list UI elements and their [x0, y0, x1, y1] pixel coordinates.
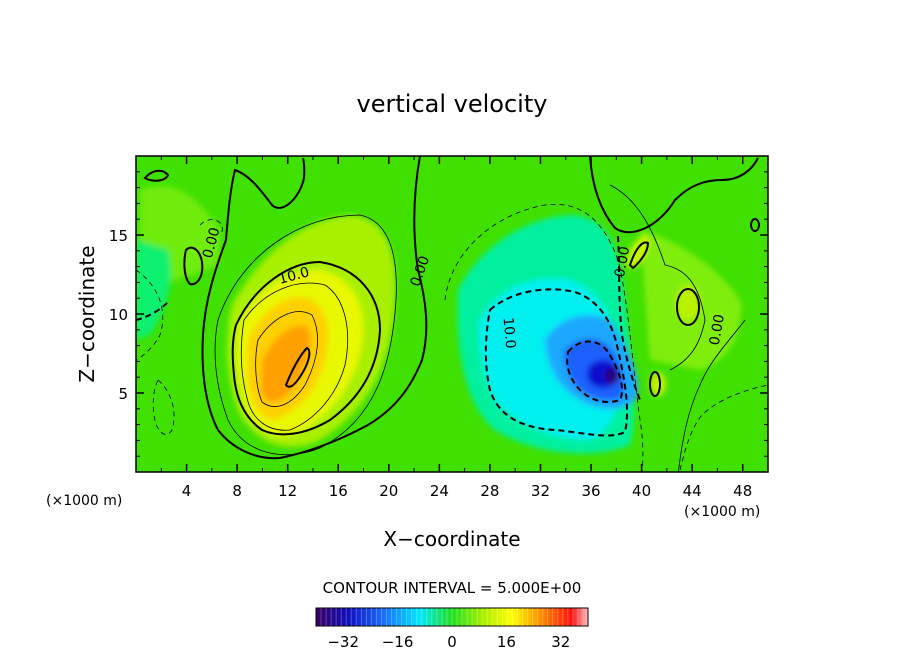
x-unit-right: (×1000 m) [684, 504, 760, 520]
x-unit-left: (×1000 m) [46, 493, 122, 509]
x-tick-label: 36 [581, 482, 600, 500]
contour-label: 10.0 [277, 264, 311, 288]
y-tick-label: 5 [118, 385, 128, 403]
contour-label: 0.00 [612, 245, 633, 278]
contours-thick [143, 156, 760, 460]
x-tick-label: 40 [632, 482, 651, 500]
colorbar-tick-label: −16 [382, 633, 414, 651]
colorbar-tick-label: 32 [551, 633, 570, 651]
x-tick-label: 12 [278, 482, 297, 500]
x-tick-label: 16 [329, 482, 348, 500]
contour-label: 0.00 [200, 226, 224, 260]
field-patch-cyan-left [136, 240, 171, 340]
updraft-core [261, 325, 311, 402]
updraft-small [650, 372, 666, 396]
downdraft-peak-center [605, 367, 619, 385]
colorbar-ticks: −32 −16 0 16 32 [327, 633, 570, 651]
y-axis-label: Z−coordinate [75, 245, 99, 382]
y-tick-label: 10 [109, 306, 128, 324]
x-tick-label: 32 [531, 482, 550, 500]
x-tick-label: 8 [232, 482, 242, 500]
x-axis: 4 8 12 16 20 24 28 32 36 40 44 48 [160, 156, 752, 500]
contours-dashed-thick [136, 235, 641, 437]
contours-dashed [136, 203, 768, 472]
x-tick-label: 48 [733, 482, 752, 500]
updraft-secondary-right [676, 285, 700, 321]
chart-title: vertical velocity [357, 90, 548, 118]
contour-interval: CONTOUR INTERVAL = 5.000E+00 [323, 579, 582, 597]
x-tick-label: 4 [182, 482, 192, 500]
x-tick-label: 28 [480, 482, 499, 500]
x-tick-label: 20 [379, 482, 398, 500]
contours-thin [214, 184, 746, 472]
colorbar [315, 607, 589, 627]
colorbar-tick-label: 16 [497, 633, 516, 651]
colorbar-tick-label: −32 [327, 633, 359, 651]
contour-label: 10.0 [500, 317, 519, 349]
contour-label: 0.00 [707, 313, 728, 346]
x-tick-label: 24 [430, 482, 449, 500]
y-axis: 5 10 15 [109, 171, 768, 457]
x-tick-label: 44 [683, 482, 702, 500]
x-axis-label: X−coordinate [383, 527, 520, 551]
colorbar-segments [320, 608, 584, 626]
y-tick-label: 15 [109, 227, 128, 245]
colorbar-tick-label: 0 [447, 633, 457, 651]
